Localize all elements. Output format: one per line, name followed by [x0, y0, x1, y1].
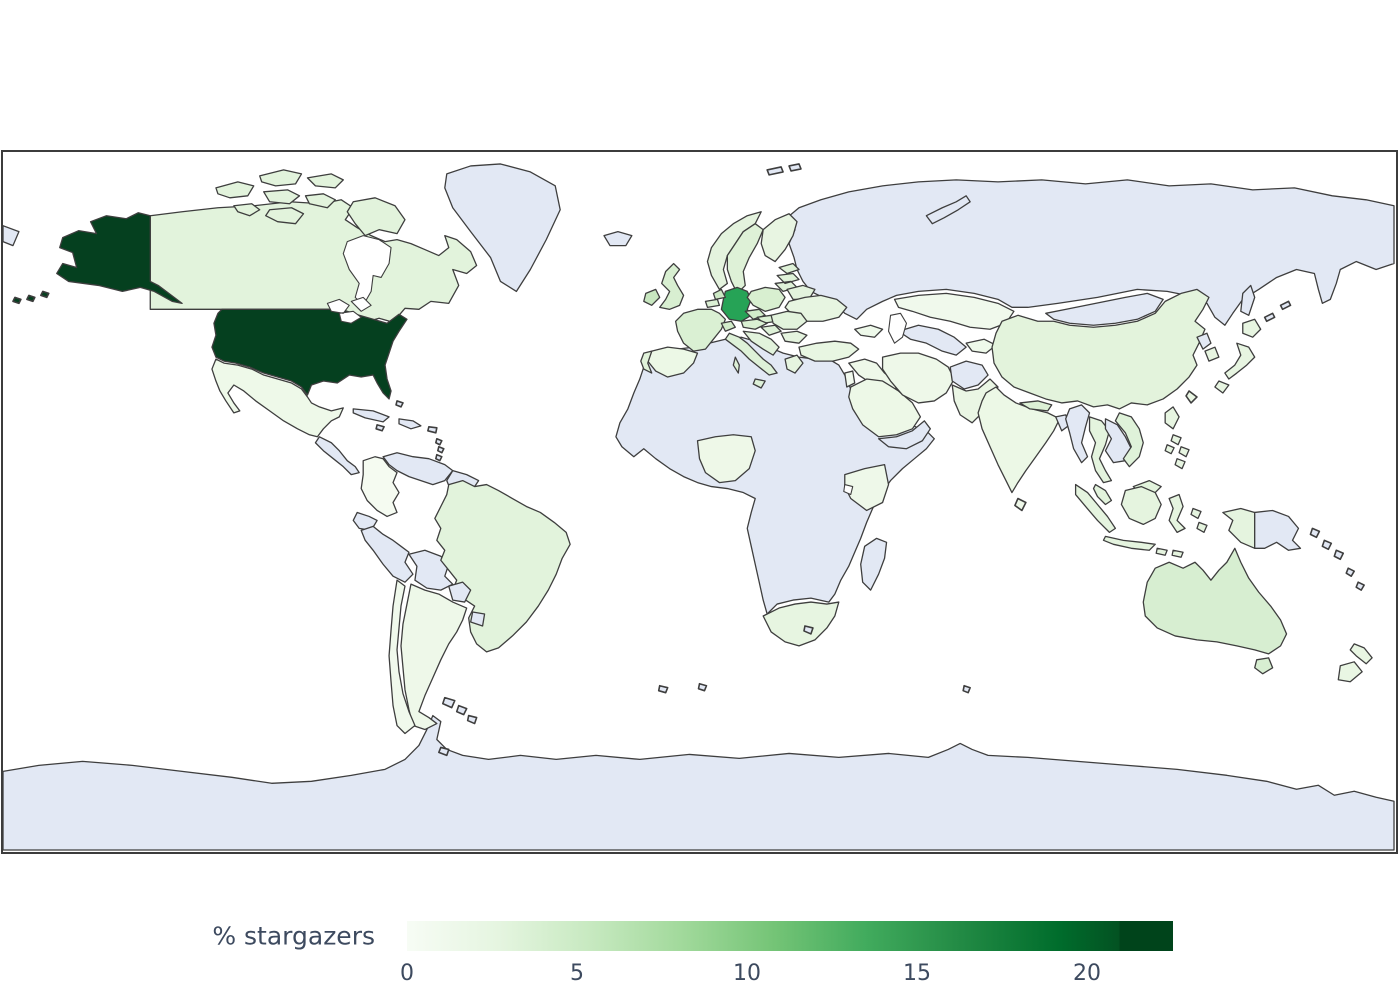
country-india: [977, 386, 1061, 494]
country-romania: [770, 310, 808, 330]
country-antarctica: [3, 714, 1395, 851]
country-afghanistan: [949, 360, 989, 390]
colorbar-tick: 10: [733, 961, 762, 986]
region-laos-cambodia: [1104, 418, 1132, 464]
country-bulgaria: [780, 330, 808, 344]
country-sweden: [726, 223, 764, 295]
antarctic-islands: [441, 682, 971, 725]
country-russia: [786, 179, 1395, 326]
country-portugal: [640, 350, 653, 374]
country-ireland: [643, 288, 661, 306]
country-belgium: [704, 298, 721, 308]
colorbar-tick: 20: [1072, 961, 1101, 986]
country-mexico: [211, 358, 344, 438]
country-uruguay: [470, 611, 486, 627]
country-canada: [149, 199, 478, 323]
country-nigeria: [696, 434, 756, 484]
country-paraguay: [448, 581, 472, 603]
country-usa-alaska: [56, 212, 183, 304]
country-nepal: [1019, 400, 1053, 412]
country-usa: [211, 308, 408, 400]
island-novaya-zemlya: [925, 195, 971, 225]
caspian-sea: [888, 312, 908, 344]
colorbar-legend: % stargazers 0 5 10 15 20: [212, 921, 1173, 986]
caribbean-islands: [375, 400, 445, 462]
falkland-islands: [438, 746, 450, 757]
country-netherlands: [712, 288, 727, 301]
country-sri-lanka: [1014, 497, 1027, 512]
country-cuba: [352, 408, 390, 423]
choropleth-map-frame: [1, 150, 1398, 854]
country-switzerland: [720, 320, 736, 332]
country-indonesia: [1074, 483, 1256, 558]
pacific-islands: [1309, 527, 1365, 591]
country-mongolia: [1045, 292, 1164, 326]
island-sakhalin: [1240, 284, 1256, 316]
country-saudi-arabia: [848, 378, 922, 438]
country-austria: [740, 318, 768, 330]
country-spain: [647, 346, 699, 378]
country-south-korea: [1204, 346, 1220, 362]
colorbar-tick: 0: [400, 961, 414, 986]
country-iceland: [603, 231, 633, 247]
country-new-zealand: [1337, 643, 1373, 683]
colorbar-gradient: [407, 921, 1173, 951]
island-hispaniola: [398, 418, 422, 430]
country-italy: [724, 332, 778, 389]
country-belarus: [786, 284, 816, 301]
country-australia: [1142, 547, 1288, 655]
great-lakes: [326, 296, 372, 324]
russia-chukotka-west-edge: [3, 225, 20, 247]
country-brazil: [434, 479, 571, 653]
country-madagascar: [860, 537, 888, 591]
region-balkans: [742, 330, 780, 356]
country-chile: [388, 579, 416, 735]
region-kyrgyzstan-tajikistan: [965, 338, 997, 354]
island-tasmania: [1254, 657, 1274, 675]
country-iran: [881, 352, 955, 404]
country-taiwan: [1185, 390, 1198, 404]
island-svalbard: [766, 163, 802, 176]
world-map: [3, 163, 1395, 851]
colorbar-tick: 5: [569, 961, 584, 986]
country-poland: [746, 286, 786, 312]
country-papua-new-guinea: [1254, 509, 1302, 551]
country-uk: [659, 262, 685, 310]
country-philippines: [1164, 406, 1190, 470]
region-turkmenistan-uzbekistan: [897, 324, 967, 356]
hudson-bay: [342, 235, 392, 306]
country-japan: [1214, 318, 1262, 394]
country-greenland: [444, 163, 561, 293]
country-venezuela: [382, 452, 454, 486]
country-germany: [720, 286, 752, 322]
country-south-africa: [762, 601, 840, 647]
colorbar-label: % stargazers: [212, 921, 375, 951]
country-argentina: [400, 583, 468, 731]
kuril-islands: [1263, 300, 1292, 323]
country-peru: [360, 525, 414, 583]
region-yemen-oman: [877, 420, 931, 450]
country-vietnam: [1114, 412, 1144, 468]
country-finland: [760, 213, 798, 263]
region-israel-jordan: [844, 370, 856, 388]
colorbar-tick: 15: [903, 961, 931, 986]
region-central-america: [314, 436, 360, 476]
country-kazakhstan: [893, 292, 1015, 330]
canada-arctic-islands: [215, 169, 406, 237]
country-hungary: [760, 324, 782, 336]
country-china: [991, 288, 1210, 410]
region-caucasus: [854, 324, 884, 338]
country-lesotho: [803, 625, 814, 635]
country-myanmar: [1065, 404, 1091, 464]
country-greece: [784, 354, 804, 374]
country-north-korea: [1196, 332, 1212, 350]
country-colombia: [360, 456, 400, 518]
lake-victoria: [843, 484, 854, 496]
aleutian-islands: [12, 290, 50, 305]
country-france: [674, 308, 727, 352]
country-turkey: [798, 340, 860, 362]
colorbar-ticks: 0 5 10 15 20: [400, 951, 1173, 986]
